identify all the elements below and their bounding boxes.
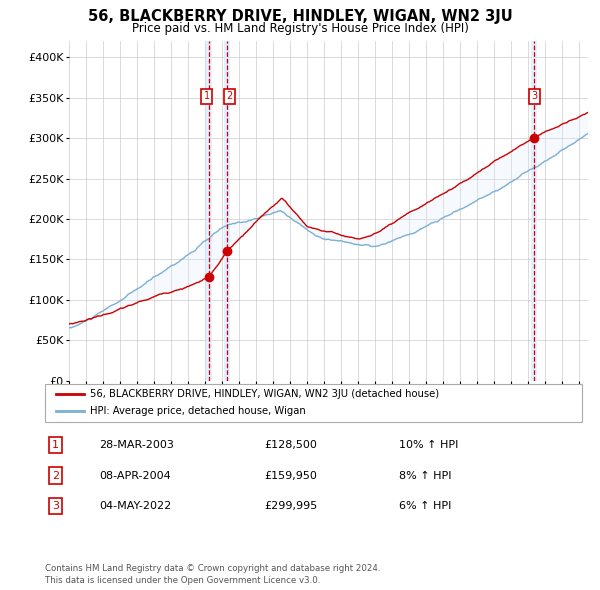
Text: 1: 1 [203, 91, 210, 101]
Text: Contains HM Land Registry data © Crown copyright and database right 2024.: Contains HM Land Registry data © Crown c… [45, 565, 380, 573]
Text: Price paid vs. HM Land Registry's House Price Index (HPI): Price paid vs. HM Land Registry's House … [131, 22, 469, 35]
Bar [206, 41, 212, 381]
Text: 3: 3 [531, 91, 537, 101]
Text: 08-APR-2004: 08-APR-2004 [99, 471, 171, 480]
Text: 28-MAR-2003: 28-MAR-2003 [99, 440, 174, 450]
Text: 2: 2 [52, 471, 59, 480]
Text: 56, BLACKBERRY DRIVE, HINDLEY, WIGAN, WN2 3JU (detached house): 56, BLACKBERRY DRIVE, HINDLEY, WIGAN, WN… [90, 389, 439, 399]
Text: This data is licensed under the Open Government Licence v3.0.: This data is licensed under the Open Gov… [45, 576, 320, 585]
Text: £299,995: £299,995 [264, 502, 317, 511]
Text: 10% ↑ HPI: 10% ↑ HPI [399, 440, 458, 450]
Text: 8% ↑ HPI: 8% ↑ HPI [399, 471, 452, 480]
Text: 1: 1 [52, 440, 59, 450]
Text: 04-MAY-2022: 04-MAY-2022 [99, 502, 171, 511]
Text: £159,950: £159,950 [264, 471, 317, 480]
Bar [224, 41, 230, 381]
Text: 3: 3 [52, 502, 59, 511]
Text: 6% ↑ HPI: 6% ↑ HPI [399, 502, 451, 511]
Text: 56, BLACKBERRY DRIVE, HINDLEY, WIGAN, WN2 3JU: 56, BLACKBERRY DRIVE, HINDLEY, WIGAN, WN… [88, 9, 512, 24]
Text: £128,500: £128,500 [264, 440, 317, 450]
Text: HPI: Average price, detached house, Wigan: HPI: Average price, detached house, Wiga… [90, 406, 306, 416]
Bar [531, 41, 537, 381]
Text: 2: 2 [226, 91, 232, 101]
